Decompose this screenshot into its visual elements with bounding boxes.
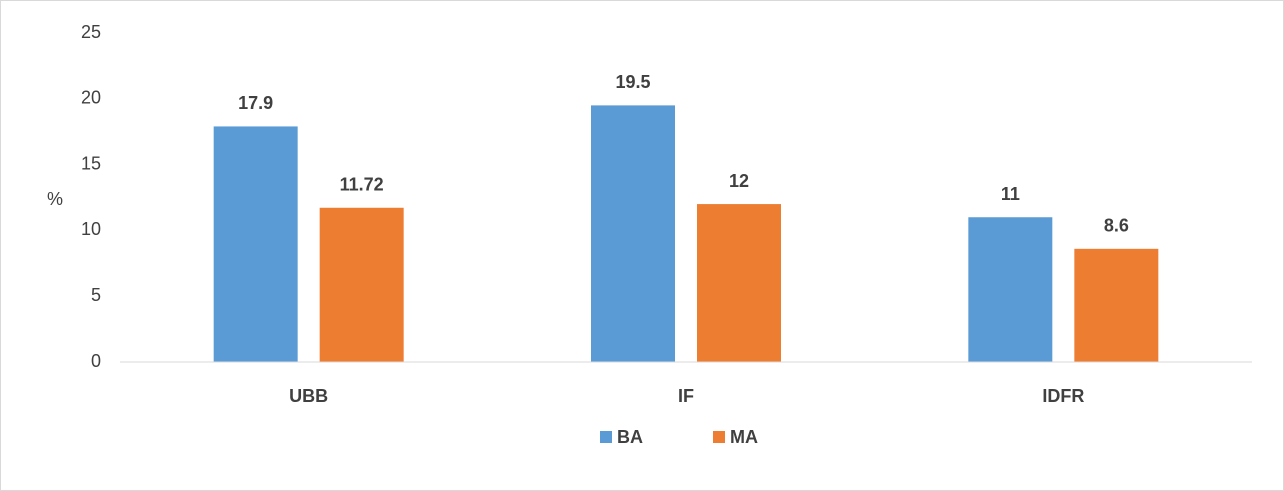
legend-swatch bbox=[713, 431, 725, 443]
data-label: 8.6 bbox=[1104, 216, 1129, 236]
bar bbox=[697, 204, 781, 362]
legend-label: BA bbox=[617, 427, 643, 447]
legend-label: MA bbox=[730, 427, 758, 447]
x-tick-label: IDFR bbox=[1042, 386, 1084, 406]
bar bbox=[591, 105, 675, 362]
y-axis-label: % bbox=[47, 189, 63, 209]
data-label: 11 bbox=[1001, 184, 1020, 204]
bar bbox=[1074, 248, 1159, 362]
bar bbox=[213, 126, 298, 362]
y-tick-label: 20 bbox=[81, 88, 101, 108]
bar bbox=[319, 207, 404, 362]
y-tick-label: 25 bbox=[81, 22, 101, 42]
bar bbox=[968, 217, 1053, 362]
data-label: 11.72 bbox=[340, 175, 384, 195]
y-tick-label: 0 bbox=[91, 351, 101, 371]
data-label: 17.9 bbox=[238, 93, 273, 113]
x-tick-label: IF bbox=[678, 386, 694, 406]
y-tick-label: 10 bbox=[81, 219, 101, 239]
legend-swatch bbox=[600, 431, 612, 443]
y-tick-label: 5 bbox=[91, 285, 101, 305]
x-tick-label: UBB bbox=[289, 386, 328, 406]
y-tick-label: 15 bbox=[81, 153, 101, 173]
data-label: 19.5 bbox=[615, 72, 650, 92]
data-label: 12 bbox=[729, 171, 749, 191]
